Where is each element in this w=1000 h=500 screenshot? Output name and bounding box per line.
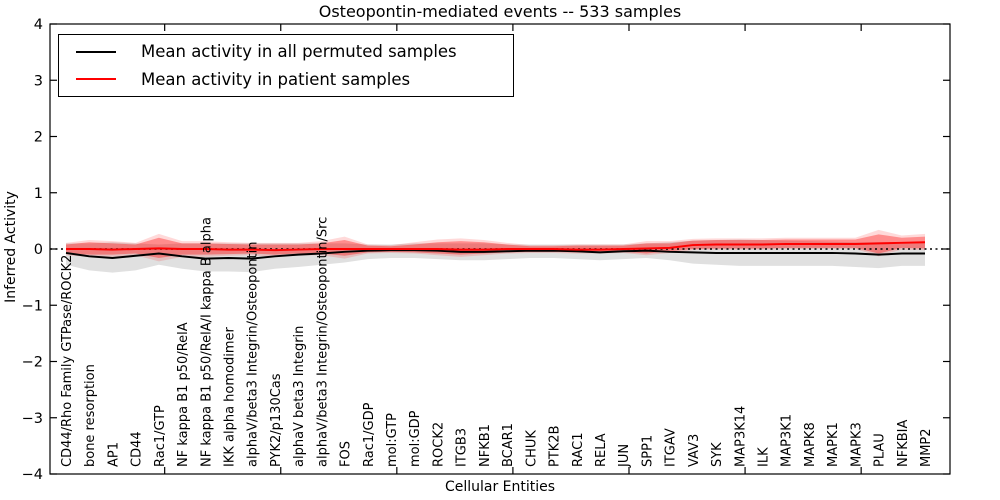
legend-entry-permuted: Mean activity in all permuted samples (59, 39, 513, 65)
x-tick-label: PLAU (873, 433, 888, 467)
x-tick-label: bone resorption (83, 364, 98, 467)
y-tick-label: 0 (34, 242, 43, 258)
x-tick-label: VAV3 (687, 434, 702, 467)
x-tick-label: AP1 (106, 442, 121, 467)
y-tick-label: 3 (34, 73, 43, 89)
x-tick-label: FOS (339, 441, 354, 467)
x-tick-label: mol:GTP (385, 413, 400, 467)
y-tick-label: −4 (22, 467, 43, 483)
x-tick-label: NFKB1 (478, 424, 493, 467)
x-tick-label: MAPK1 (826, 422, 841, 467)
y-tick-label: 4 (34, 17, 43, 33)
x-tick-label: MAP3K1 (780, 414, 795, 467)
patient-line-swatch (76, 78, 116, 81)
legend-label-permuted: Mean activity in all permuted samples (141, 42, 457, 62)
x-tick-label: IKK alpha homodimer (223, 326, 238, 467)
permuted-line-swatch (76, 50, 116, 53)
x-tick-label: SPP1 (640, 435, 655, 467)
x-tick-label: ROCK2 (431, 422, 446, 467)
legend-entry-patient: Mean activity in patient samples (59, 66, 513, 92)
x-tick-label: ITGB3 (455, 428, 470, 467)
x-tick-label: ITGAV (664, 428, 679, 467)
chart-title: Osteopontin-mediated events -- 533 sampl… (318, 2, 682, 21)
permuted-band (66, 239, 925, 273)
x-tick-label: CD44 (130, 431, 145, 467)
x-tick-label: SYK (710, 442, 725, 467)
permuted-mean-line (65, 249, 925, 260)
x-tick-label: CD44/Rho Family GTPase/ROCK2 (60, 255, 75, 467)
y-tick-label: 2 (34, 130, 43, 146)
x-tick-label: PYK2/p130Cas (269, 373, 284, 467)
x-tick-label: alphaV/beta3 Integrin/Osteopontin (246, 242, 261, 467)
legend: Mean activity in all permuted samples Me… (58, 34, 514, 97)
x-tick-label: alphaV beta3 Integrin (292, 326, 307, 467)
y-axis-label: Inferred Activity (3, 191, 19, 303)
x-tick-label: NFKBIA (896, 420, 911, 467)
x-tick-label: JUN (617, 444, 632, 468)
x-tick-label: MAP3K14 (733, 406, 748, 467)
x-tick-label: MMP2 (919, 428, 934, 467)
x-tick-label: ILK (756, 447, 771, 467)
x-tick-label: Rac1/GTP (153, 405, 168, 467)
x-tick-label: Rac1/GDP (362, 402, 377, 467)
x-tick-label: RAC1 (571, 432, 586, 467)
x-tick-label: BCAR1 (501, 423, 516, 467)
x-tick-label: MAPK8 (803, 422, 818, 467)
x-tick-label: CHUK (524, 430, 539, 467)
x-tick-label: NF kappa B1 p50/RelA/I kappa B alpha (199, 217, 214, 467)
x-tick-label: MAPK3 (849, 422, 864, 467)
y-tick-label: 1 (34, 186, 43, 202)
y-tick-label: −2 (22, 355, 43, 371)
patient-band-outer (66, 229, 925, 262)
x-tick-label: NF kappa B1 p50/RelA (176, 322, 191, 467)
patient-band (66, 234, 925, 258)
y-tick-label: −3 (22, 411, 43, 427)
x-tick-label: mol:GDP (408, 410, 423, 467)
x-tick-label: PTK2B (548, 426, 563, 468)
x-axis-label: Cellular Entities (444, 479, 556, 495)
legend-label-patient: Mean activity in patient samples (141, 69, 411, 89)
y-tick-label: −1 (22, 298, 43, 314)
x-tick-label: RELA (594, 433, 609, 467)
patient-mean-line (66, 241, 926, 252)
x-tick-label: alphaV/beta3 Integrin/Osteopontin/Src (315, 217, 330, 467)
